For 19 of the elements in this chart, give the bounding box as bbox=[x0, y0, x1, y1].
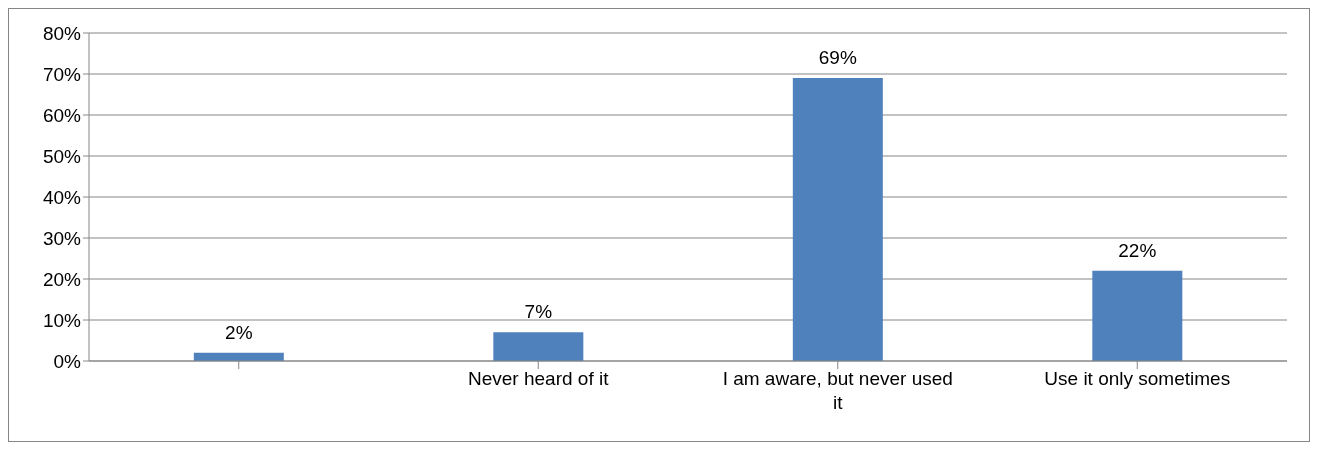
y-tick-label: 40% bbox=[42, 186, 82, 208]
y-tick-label: 30% bbox=[42, 227, 82, 249]
data-label: 69% bbox=[818, 47, 857, 69]
y-tick-label: 80% bbox=[42, 22, 82, 44]
y-tick-label: 50% bbox=[42, 145, 82, 167]
x-tick-label: I am aware, but never used it bbox=[722, 368, 953, 413]
y-tick-label: 20% bbox=[42, 268, 82, 290]
bar bbox=[792, 78, 883, 361]
x-tick-label: Use it only sometimes bbox=[1044, 368, 1231, 389]
bar bbox=[1092, 270, 1183, 361]
y-tick-label: 70% bbox=[42, 63, 82, 85]
y-tick-label: 60% bbox=[42, 104, 82, 126]
x-tick-label: Never heard of it bbox=[468, 368, 610, 389]
data-label: 2% bbox=[225, 321, 253, 343]
y-tick-label: 10% bbox=[42, 309, 82, 331]
data-label: 7% bbox=[524, 301, 553, 323]
y-tick-label: 0% bbox=[53, 350, 82, 372]
bar bbox=[493, 332, 584, 361]
data-label: 22% bbox=[1118, 239, 1157, 261]
